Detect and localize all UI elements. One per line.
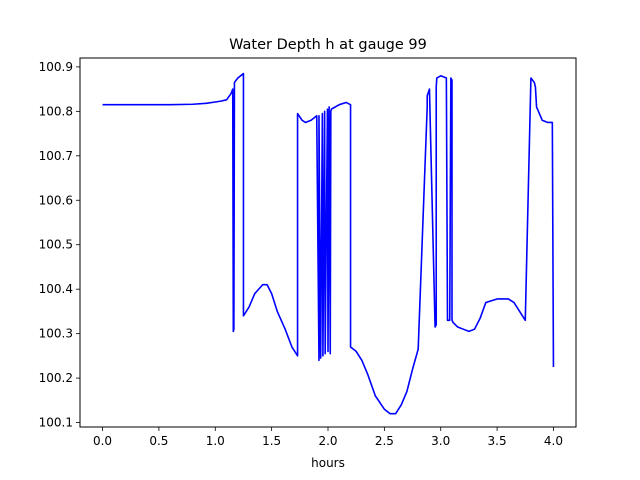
x-tick-label: 1.5 xyxy=(262,434,281,448)
y-tick-label: 100.7 xyxy=(39,149,73,163)
y-tick-label: 100.2 xyxy=(39,371,73,385)
y-tick-label: 100.9 xyxy=(39,60,73,74)
x-tick-label: 0.5 xyxy=(149,434,168,448)
x-tick-label: 3.5 xyxy=(488,434,507,448)
x-tick-label: 4.0 xyxy=(544,434,563,448)
y-axis: 100.1 100.2 100.3 100.4 100.5 100.6 100.7 100.8… xyxy=(39,60,80,430)
x-axis-label: hours xyxy=(311,456,345,470)
x-axis: 0.0 0.5 1.0 1.5 2.0 2.5 3.0 3.5 4.0 xyxy=(93,427,563,448)
series-layer xyxy=(102,72,555,415)
y-tick-label: 100.1 xyxy=(39,416,73,430)
x-tick-label: 3.0 xyxy=(431,434,450,448)
x-tick-label: 2.5 xyxy=(375,434,394,448)
x-tick-label: 1.0 xyxy=(206,434,225,448)
y-tick-label: 100.6 xyxy=(39,193,73,207)
series-line-0 xyxy=(102,72,555,415)
chart-title: Water Depth h at gauge 99 xyxy=(229,37,427,53)
y-tick-label: 100.5 xyxy=(39,238,73,252)
y-tick-label: 100.4 xyxy=(39,282,73,296)
y-tick-label: 100.8 xyxy=(39,104,73,118)
x-tick-label: 2.0 xyxy=(318,434,337,448)
y-tick-label: 100.3 xyxy=(39,327,73,341)
x-tick-label: 0.0 xyxy=(93,434,112,448)
